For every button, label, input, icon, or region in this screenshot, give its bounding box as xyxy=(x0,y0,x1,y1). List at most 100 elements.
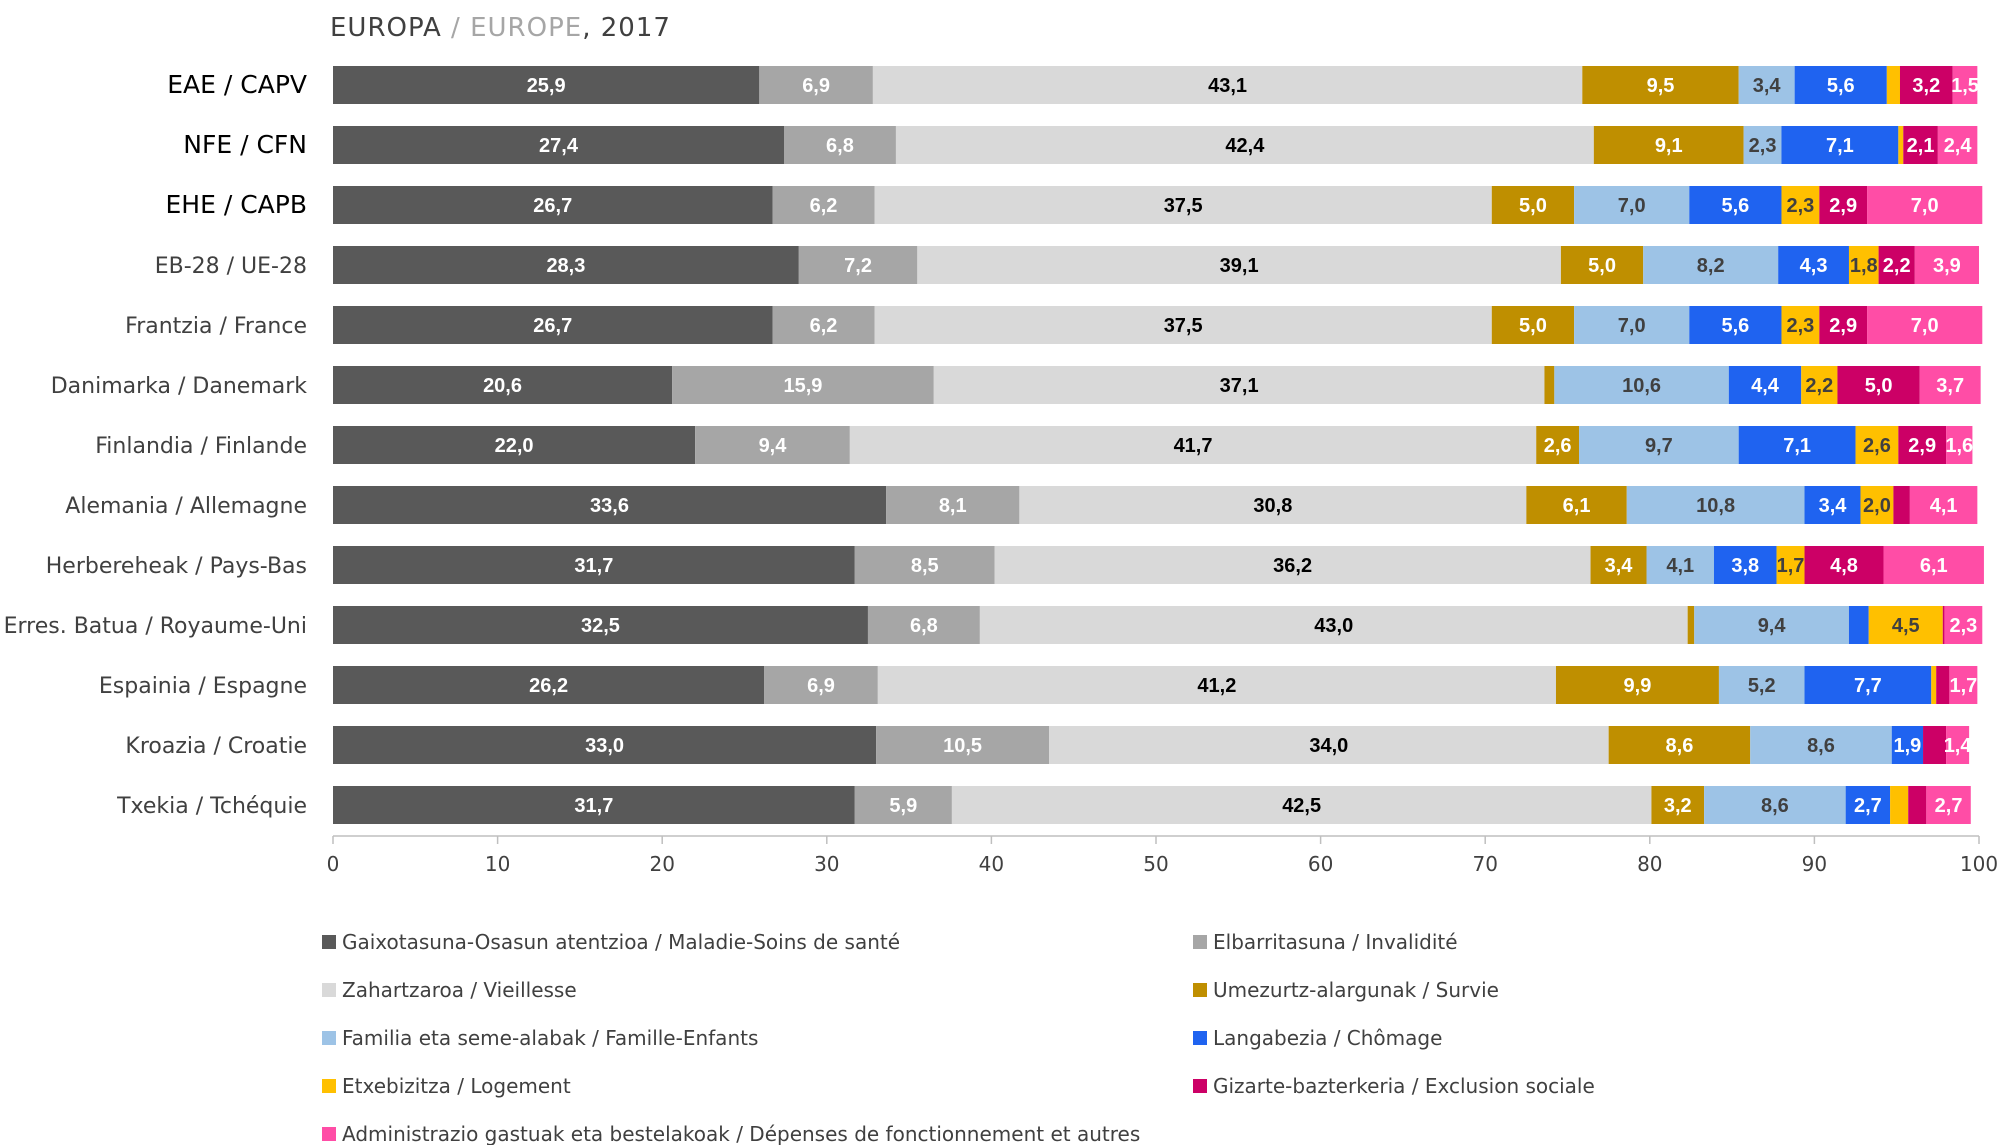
category-label: Espainia / Espagne xyxy=(99,674,307,699)
bar-segment xyxy=(1898,126,1904,164)
data-label: 6,2 xyxy=(810,315,838,337)
bar-segment xyxy=(1738,426,1856,464)
bar-segment xyxy=(764,666,878,704)
legend-label: Langabezia / Chômage xyxy=(1213,1026,1442,1050)
bar-segment xyxy=(1781,186,1820,224)
bar-segment xyxy=(1801,366,1838,404)
bar-segment xyxy=(933,366,1545,404)
data-label: 8,6 xyxy=(1807,735,1835,757)
data-label: 33,6 xyxy=(590,495,629,517)
x-tick-label: 50 xyxy=(1143,852,1168,876)
bar-segment xyxy=(772,306,875,344)
data-label: 2,3 xyxy=(1787,315,1815,337)
bar-segment xyxy=(1713,546,1777,584)
bar-segment xyxy=(333,546,855,584)
data-label: 1,5 xyxy=(1951,75,1979,97)
legend-label: Administrazio gastuak eta bestelakoak / … xyxy=(342,1122,1140,1145)
bar-segment xyxy=(895,126,1594,164)
bar-segment xyxy=(1590,546,1647,584)
bar-segment xyxy=(854,786,952,824)
chart-title-eu: EUROPA xyxy=(330,13,442,43)
chart-title-separator: / xyxy=(442,13,470,43)
data-label: 2,6 xyxy=(1863,435,1891,457)
data-label: 9,1 xyxy=(1655,135,1683,157)
data-label: 10,8 xyxy=(1696,495,1735,517)
bar-segment xyxy=(1883,546,1984,584)
bar-segment xyxy=(1544,366,1555,404)
legend-label: Gizarte-bazterkeria / Exclusion sociale xyxy=(1213,1074,1595,1098)
data-label: 9,9 xyxy=(1624,675,1652,697)
bar-segment xyxy=(1560,246,1644,284)
x-axis: 0 10 20 30 40 50 60 70 80 90 100 xyxy=(327,835,1998,876)
bar-segment xyxy=(1689,186,1782,224)
data-label: 2,4 xyxy=(1944,135,1973,157)
category-label: EB-28 / UE-28 xyxy=(155,254,307,279)
bar-segment xyxy=(1694,606,1849,644)
bar-segment xyxy=(951,786,1652,824)
bar-segment xyxy=(333,486,887,524)
legend-swatch xyxy=(1193,1031,1207,1045)
x-tick-label: 30 xyxy=(814,852,839,876)
bar-segment xyxy=(1855,426,1899,464)
data-label: 9,7 xyxy=(1645,435,1673,457)
data-label: 39,1 xyxy=(1220,255,1259,277)
data-label: 30,8 xyxy=(1253,495,1292,517)
data-label: 32,5 xyxy=(581,615,620,637)
bar-segment xyxy=(1778,246,1849,284)
data-label: 2,7 xyxy=(1854,795,1882,817)
x-tick-label: 80 xyxy=(1637,852,1662,876)
bar-segment xyxy=(1845,786,1891,824)
bar-segment xyxy=(759,66,873,104)
bar-segment xyxy=(1804,486,1861,524)
data-label: 6,1 xyxy=(1920,555,1948,577)
bar-segment xyxy=(772,186,875,224)
data-label: 25,9 xyxy=(527,75,566,97)
data-label: 5,0 xyxy=(1588,255,1616,277)
data-label: 10,5 xyxy=(943,735,982,757)
data-label: 7,2 xyxy=(844,255,872,277)
x-tick-label: 40 xyxy=(979,852,1004,876)
bar-segment xyxy=(1878,246,1915,284)
bar-segment xyxy=(1804,666,1932,704)
bar-segment xyxy=(1491,186,1575,224)
x-tick-label: 70 xyxy=(1472,852,1497,876)
bar-segment xyxy=(1718,666,1805,704)
legend-swatch xyxy=(322,1079,336,1093)
legend-swatch xyxy=(1193,935,1207,949)
data-label: 2,2 xyxy=(1805,375,1833,397)
category-label: Finlandia / Finlande xyxy=(95,434,307,459)
bar-segment xyxy=(1837,366,1920,404)
bar-segment xyxy=(333,786,855,824)
data-label: 3,2 xyxy=(1664,795,1692,817)
bar-segment xyxy=(1931,666,1937,704)
bar-segment xyxy=(867,606,980,644)
data-label: 3,8 xyxy=(1731,555,1759,577)
data-label: 2,9 xyxy=(1908,435,1936,457)
bar-segment xyxy=(1867,306,1983,344)
legend-label: Umezurtz-alargunak / Survie xyxy=(1213,978,1499,1002)
data-label: 26,7 xyxy=(533,315,572,337)
bar-segment xyxy=(1579,426,1739,464)
category-label: Txekia / Tchéquie xyxy=(116,794,307,819)
bar-segment xyxy=(1946,426,1973,464)
x-tick-label: 100 xyxy=(1960,852,1998,876)
data-label: 34,0 xyxy=(1309,735,1348,757)
data-label: 42,4 xyxy=(1225,135,1265,157)
data-label: 3,4 xyxy=(1819,495,1848,517)
data-label: 26,7 xyxy=(533,195,572,217)
data-label: 43,0 xyxy=(1314,615,1353,637)
data-label: 3,7 xyxy=(1936,375,1964,397)
data-label: 33,0 xyxy=(585,735,624,757)
chart-title-fr: EUROPE xyxy=(470,13,582,43)
bar-segment xyxy=(1750,726,1892,764)
data-label: 3,2 xyxy=(1912,75,1940,97)
data-label: 4,1 xyxy=(1930,495,1958,517)
bar-segment xyxy=(1937,126,1978,164)
bar-segment xyxy=(784,126,896,164)
bar-segment xyxy=(1891,726,1924,764)
bar-segment xyxy=(672,366,934,404)
data-label: 4,1 xyxy=(1666,555,1694,577)
bar-segment xyxy=(1704,786,1846,824)
bar-segment xyxy=(1946,726,1970,764)
category-label: EHE / CAPB xyxy=(166,190,308,219)
